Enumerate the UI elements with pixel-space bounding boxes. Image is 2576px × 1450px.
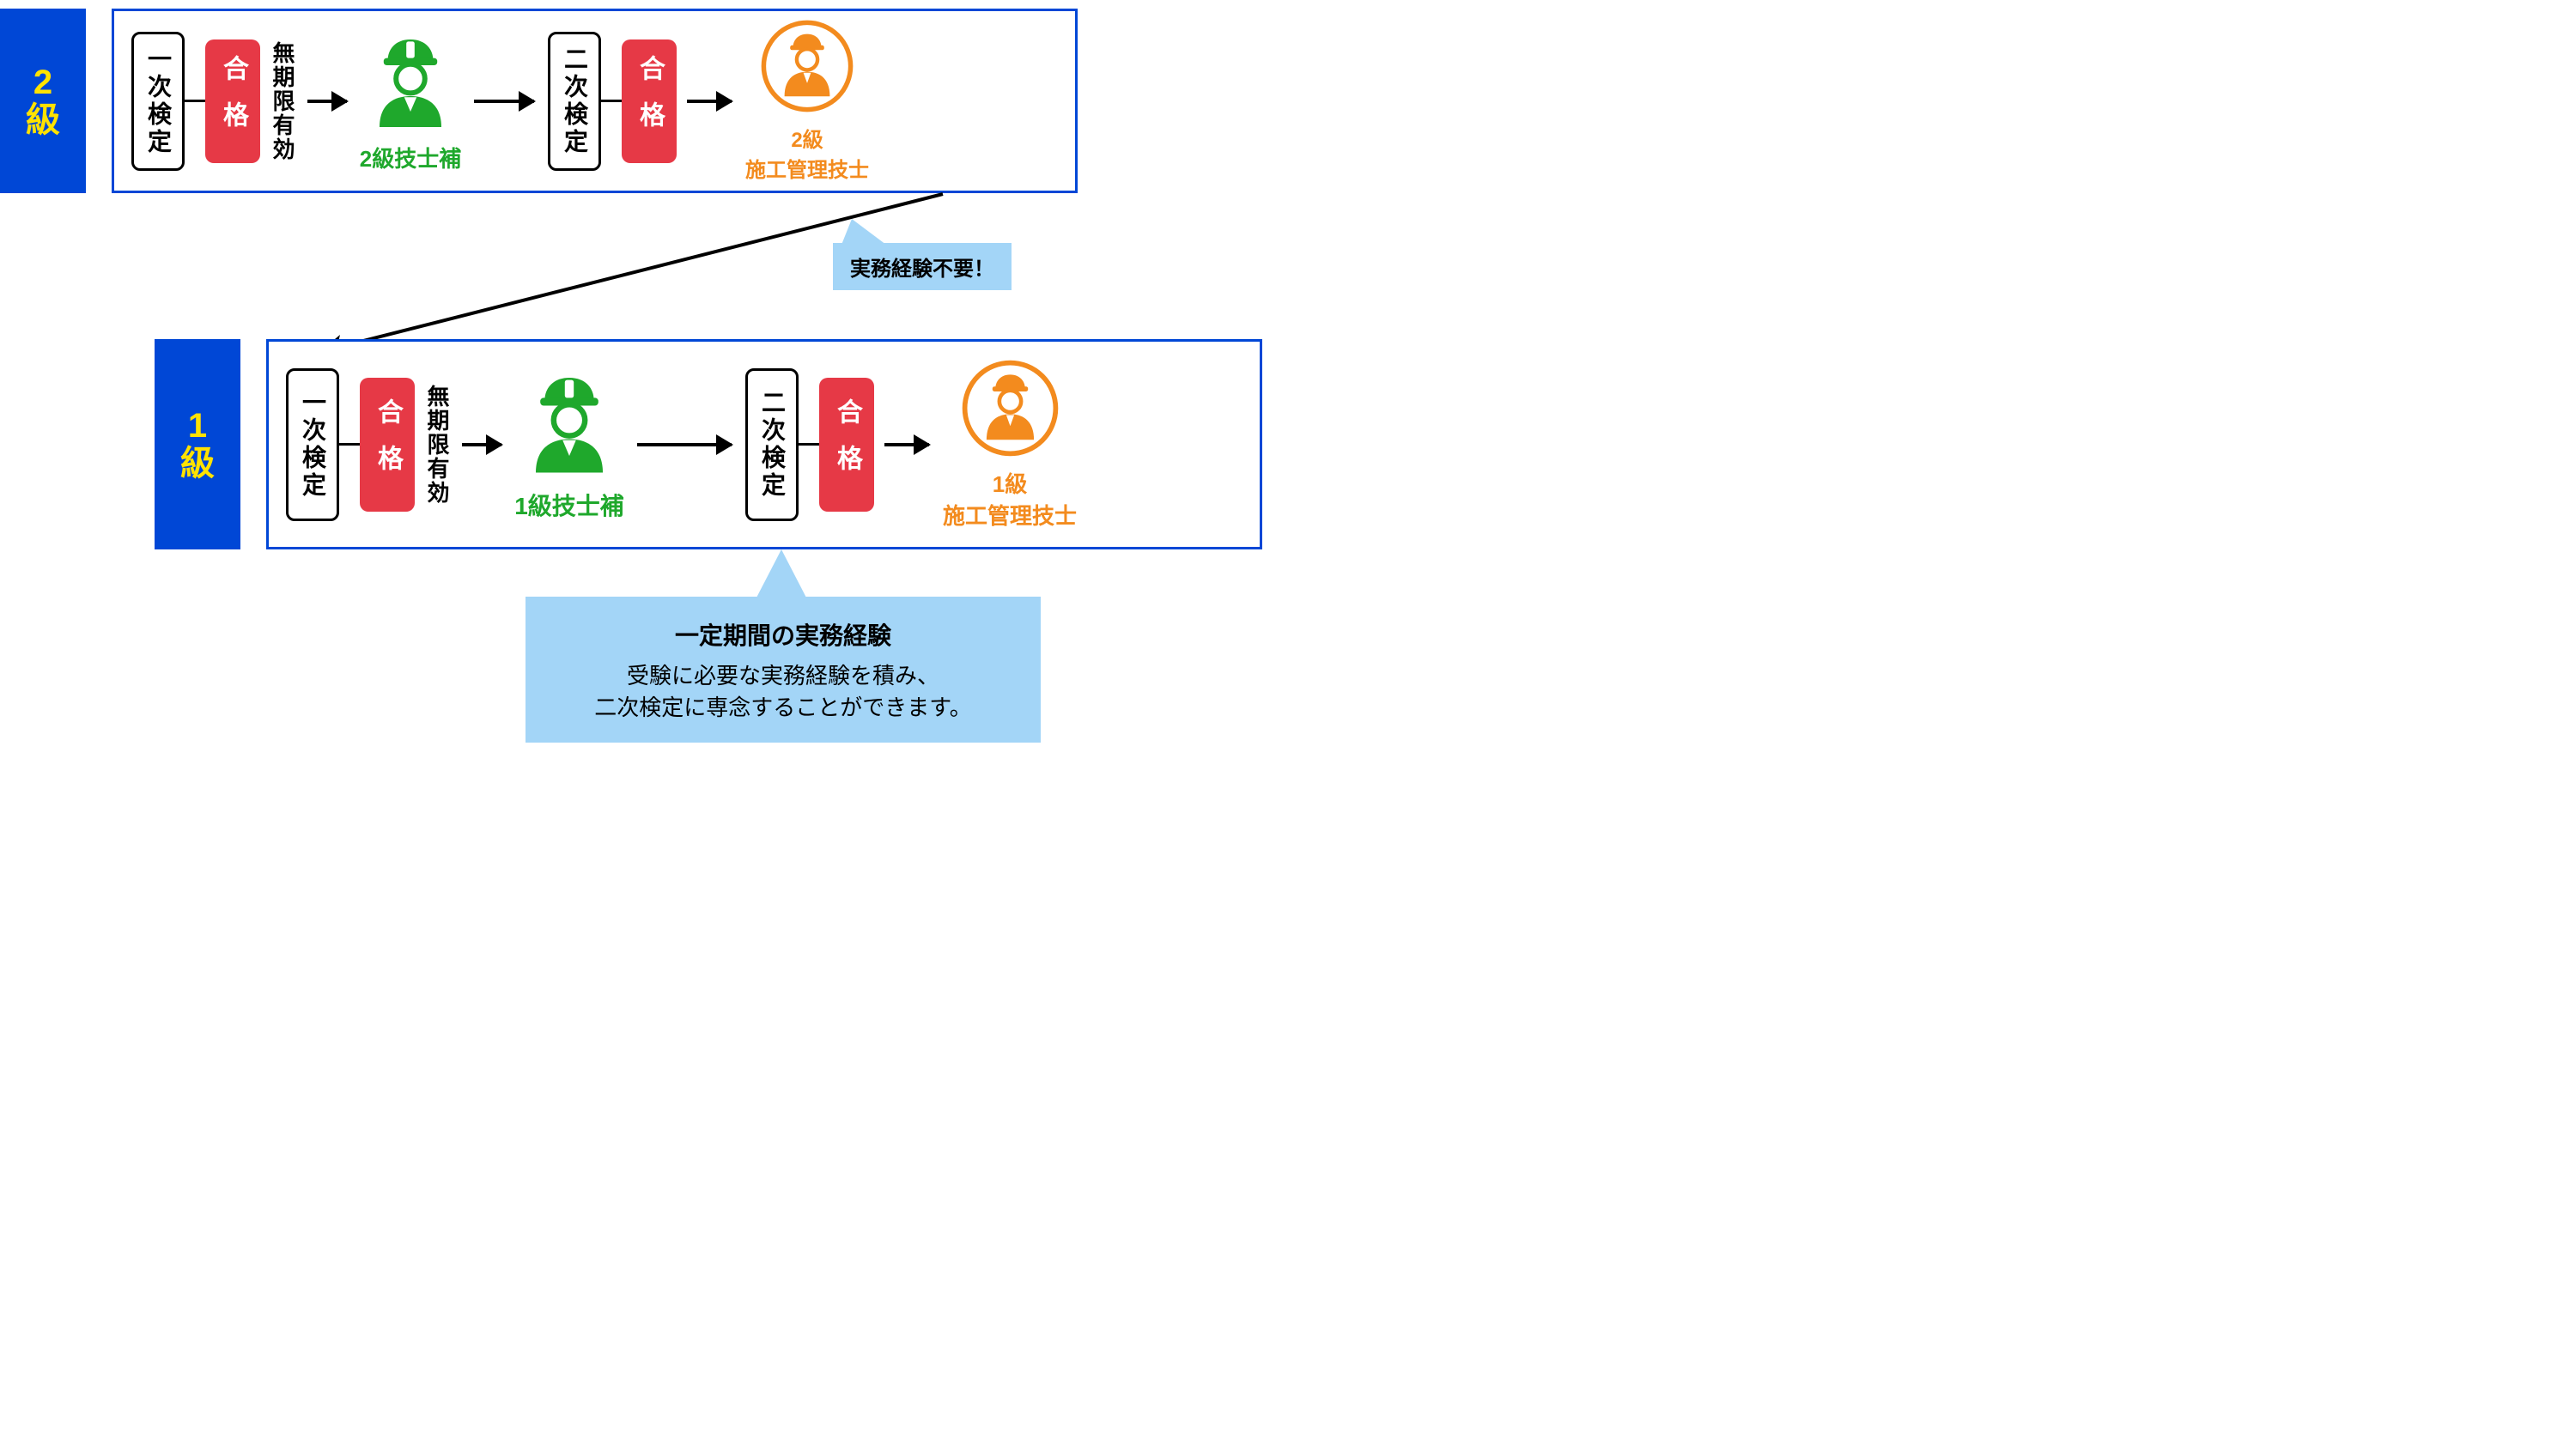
callout-bottom-title: 一定期間の実務経験 bbox=[560, 617, 1006, 652]
level1-pass2: 合格 bbox=[819, 378, 874, 512]
level1-validity: 無期限有効 bbox=[422, 385, 453, 505]
level2-assistant: 2級技士補 bbox=[359, 29, 462, 173]
level1-num: 1 bbox=[180, 407, 215, 445]
engineer-orange-icon bbox=[961, 359, 1060, 458]
callout-top-tail bbox=[841, 219, 886, 245]
level2-num: 2 bbox=[26, 64, 60, 101]
callout-experience: 一定期間の実務経験 受験に必要な実務経験を積み、 二次検定に専念することができま… bbox=[526, 597, 1041, 743]
level2-pass1: 合格 bbox=[205, 39, 260, 163]
level2-exam1: 一次検定 bbox=[131, 32, 185, 171]
level2-qualified: 2級 施工管理技士 bbox=[745, 19, 869, 183]
callout-bottom-tail bbox=[756, 549, 807, 599]
level2-pass2: 合格 bbox=[622, 39, 677, 163]
level1-exam1: 一次検定 bbox=[286, 368, 339, 521]
level2-label: 2 級 bbox=[0, 9, 86, 193]
level1-label: 1 級 bbox=[155, 339, 240, 549]
level1-assistant: 1級技士補 bbox=[513, 367, 625, 522]
level1-qualified-label: 1級 施工管理技士 bbox=[943, 467, 1077, 531]
worker-green-icon bbox=[359, 29, 462, 132]
worker-green-icon bbox=[513, 367, 625, 478]
level2-kyu: 級 bbox=[26, 101, 60, 139]
level1-assistant-label: 1級技士補 bbox=[513, 488, 625, 522]
callout-bottom-line1: 受験に必要な実務経験を積み、 bbox=[560, 658, 1006, 690]
level2-assistant-label: 2級技士補 bbox=[359, 142, 462, 173]
callout-no-experience: 実務経験不要！ bbox=[833, 243, 1012, 290]
level2-validity: 無期限有効 bbox=[267, 41, 299, 161]
level1-flow: 一次検定 合格 無期限有効 1級技士補 二次検定 合格 bbox=[266, 339, 1262, 549]
level1-exam2: 二次検定 bbox=[745, 368, 799, 521]
level1-qualified: 1級 施工管理技士 bbox=[943, 359, 1077, 531]
callout-bottom-line2: 二次検定に専念することができます。 bbox=[560, 690, 1006, 722]
level1-kyu: 級 bbox=[180, 445, 215, 482]
level2-qualified-label: 2級 施工管理技士 bbox=[745, 123, 869, 183]
engineer-orange-icon bbox=[760, 19, 854, 113]
level2-exam2: 二次検定 bbox=[548, 32, 601, 171]
level1-pass1: 合格 bbox=[360, 378, 415, 512]
level2-flow: 一次検定 合格 無期限有効 2級技士補 二次検定 合格 bbox=[112, 9, 1078, 193]
